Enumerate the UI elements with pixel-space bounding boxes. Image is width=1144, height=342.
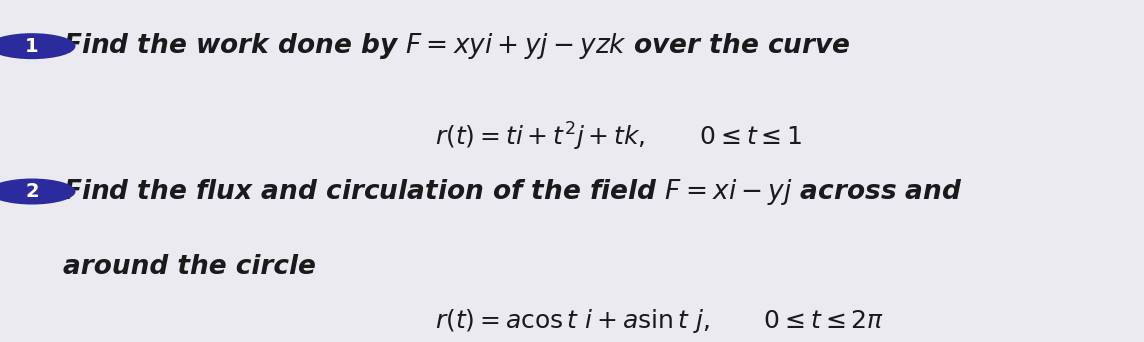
Text: 2: 2: [25, 182, 39, 201]
Text: 1: 1: [25, 37, 39, 56]
Text: around the circle: around the circle: [63, 254, 316, 280]
Circle shape: [0, 33, 76, 59]
Text: $r(t) = a\cos t\ i + a\sin t\ j, \qquad 0 \leq t \leq 2\pi$: $r(t) = a\cos t\ i + a\sin t\ j, \qquad …: [435, 307, 884, 336]
Circle shape: [0, 179, 76, 205]
Text: $r(t) = ti + t^2j + tk, \qquad 0 \leq t \leq 1$: $r(t) = ti + t^2j + tk, \qquad 0 \leq t …: [435, 121, 802, 153]
Text: Find the flux and circulation of the field $F = xi - yj$ across and: Find the flux and circulation of the fie…: [63, 176, 962, 207]
Text: Find the work done by $F = xyi + yj - yzk$ over the curve: Find the work done by $F = xyi + yj - yz…: [63, 31, 851, 61]
